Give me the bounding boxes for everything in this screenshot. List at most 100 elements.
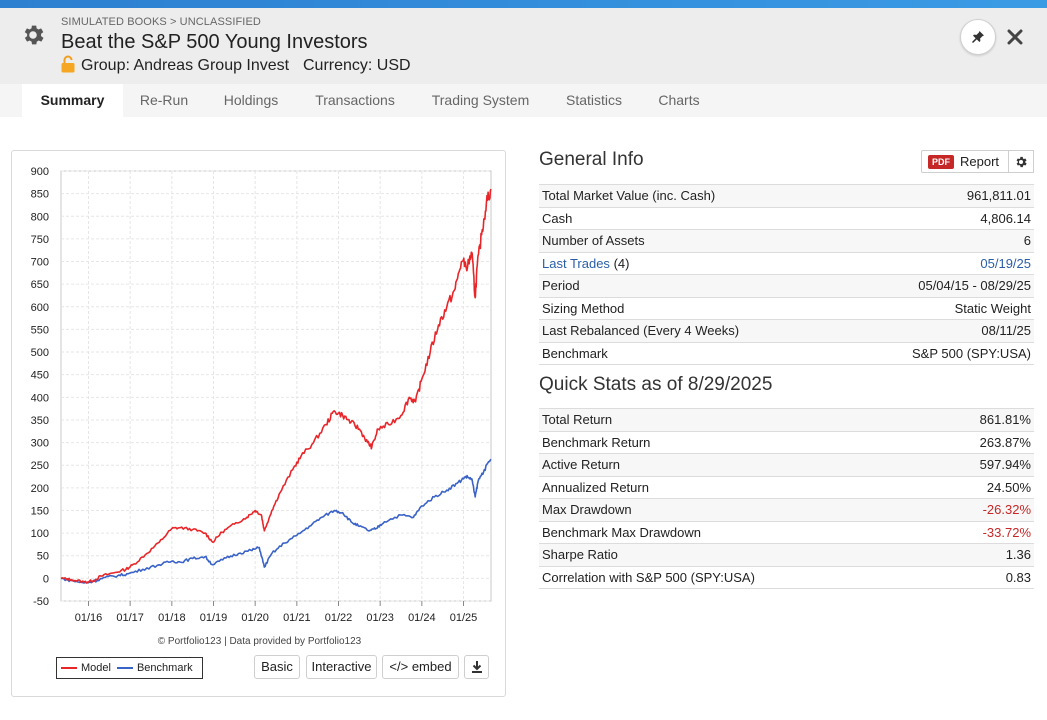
pin-button[interactable] <box>960 19 996 55</box>
y-tick-label: 200 <box>31 483 49 495</box>
breadcrumb[interactable]: SIMULATED BOOKS > UNCLASSIFIED <box>61 16 261 28</box>
row-label: Active Return <box>539 453 932 476</box>
legend-swatch-benchmark <box>116 667 133 669</box>
legend-label-benchmark: Benchmark <box>136 662 193 674</box>
y-tick-label: 300 <box>31 438 49 450</box>
series-line-model <box>60 188 492 584</box>
x-tick-label: 01/21 <box>283 612 311 624</box>
last-trades-link[interactable]: Last Trades <box>542 255 610 271</box>
chart-credit: © Portfolio123 | Data provided by Portfo… <box>157 636 362 647</box>
legend-item-benchmark[interactable]: Benchmark <box>116 662 193 674</box>
tab-bar: Summary Re-Run Holdings Transactions Tra… <box>0 84 1047 117</box>
plot-area <box>60 170 492 602</box>
general-info-table: Total Market Value (inc. Cash) 961,811.0… <box>539 184 1034 365</box>
y-tick-label: 250 <box>31 460 49 472</box>
series-line-benchmark <box>61 458 492 584</box>
basic-chart-button[interactable]: Basic <box>254 655 300 679</box>
y-tick-label: 900 <box>31 166 49 178</box>
y-tick-label: 550 <box>31 324 49 336</box>
legend-label-model: Model <box>81 662 111 674</box>
tab-trading-system[interactable]: Trading System <box>431 92 530 108</box>
table-row: Period 05/04/15 - 08/29/25 <box>539 274 1034 297</box>
interactive-chart-button[interactable]: Interactive <box>306 655 377 679</box>
tab-re-run[interactable]: Re-Run <box>139 92 189 108</box>
row-label: Last Rebalanced (Every 4 Weeks) <box>539 319 846 342</box>
row-value: Static Weight <box>845 296 1034 320</box>
row-value: 1.36 <box>931 543 1034 566</box>
chart-legend: Model Benchmark <box>56 657 203 679</box>
table-row: Cash 4,806.14 <box>539 206 1034 230</box>
row-value: -33.72% <box>931 520 1034 544</box>
last-trades-date-link[interactable]: 05/19/25 <box>845 251 1034 275</box>
row-value: 597.94% <box>931 453 1034 476</box>
x-tick-label: 01/19 <box>200 612 228 624</box>
row-label: Benchmark Max Drawdown <box>539 520 932 544</box>
x-tick-label: 01/24 <box>408 612 436 624</box>
close-button[interactable] <box>1004 26 1026 48</box>
row-value: 6 <box>845 229 1034 252</box>
gear-icon <box>1016 156 1027 167</box>
row-value: 05/04/15 - 08/29/25 <box>845 274 1034 297</box>
y-tick-label: -50 <box>33 596 49 608</box>
row-value: 263.87% <box>931 430 1034 454</box>
download-button[interactable] <box>464 655 489 679</box>
performance-chart[interactable]: 9008508007507006506005505004504003503002… <box>12 151 507 631</box>
y-tick-label: 650 <box>31 279 49 291</box>
close-icon <box>1007 29 1023 45</box>
table-row: Max Drawdown -26.32% <box>539 498 1034 521</box>
table-row: Benchmark S&P 500 (SPY:USA) <box>539 341 1034 365</box>
gear-icon[interactable] <box>20 22 46 48</box>
y-tick-label: 600 <box>31 302 49 314</box>
report-label: Report <box>960 154 1000 169</box>
table-row: Sizing Method Static Weight <box>539 296 1034 320</box>
group-label: Group: Andreas Group Invest <box>81 57 290 74</box>
tab-summary[interactable]: Summary <box>22 84 123 117</box>
pdf-report-button[interactable]: PDF Report <box>921 150 1009 173</box>
page-title: Beat the S&P 500 Young Investors <box>61 31 368 53</box>
last-trades-count: (4) <box>613 255 630 271</box>
table-row: Sharpe Ratio 1.36 <box>539 543 1034 566</box>
table-row: Total Return 861.81% <box>539 408 1034 431</box>
x-tick-label: 01/25 <box>450 612 478 624</box>
currency-label: Currency: USD <box>303 57 411 74</box>
table-row: Correlation with S&P 500 (SPY:USA) 0.83 <box>539 565 1034 589</box>
general-info-title: General Info <box>539 149 644 170</box>
y-tick-label: 850 <box>31 189 49 201</box>
y-tick-label: 100 <box>31 528 49 540</box>
legend-item-model[interactable]: Model <box>61 662 111 674</box>
row-value: 4,806.14 <box>845 206 1034 230</box>
row-label: Max Drawdown <box>539 498 932 521</box>
quick-stats-title: Quick Stats as of 8/29/2025 <box>539 374 773 395</box>
x-tick-label: 01/23 <box>366 612 394 624</box>
embed-button[interactable]: </> embed <box>382 655 459 679</box>
table-row: Last Trades (4) 05/19/25 <box>539 251 1034 275</box>
report-settings-button[interactable] <box>1008 150 1034 173</box>
legend-swatch-model <box>61 667 77 669</box>
table-row: Last Rebalanced (Every 4 Weeks) 08/11/25 <box>539 319 1034 342</box>
y-tick-label: 700 <box>31 257 49 269</box>
x-tick-label: 01/17 <box>116 612 144 624</box>
row-label: Sharpe Ratio <box>539 543 932 566</box>
tab-holdings[interactable]: Holdings <box>223 92 279 108</box>
top-accent-bar <box>0 0 1047 8</box>
y-tick-label: 50 <box>37 551 49 563</box>
row-value: -26.32% <box>931 498 1034 521</box>
row-value: 08/11/25 <box>845 319 1034 342</box>
row-label: Correlation with S&P 500 (SPY:USA) <box>539 565 932 589</box>
pin-icon <box>972 31 984 43</box>
row-value: 0.83 <box>931 565 1034 589</box>
pdf-badge: PDF <box>928 154 954 169</box>
tab-statistics[interactable]: Statistics <box>565 92 622 108</box>
header: SIMULATED BOOKS > UNCLASSIFIED Beat the … <box>0 8 1047 84</box>
y-tick-label: 350 <box>31 415 49 427</box>
table-row: Benchmark Return 263.87% <box>539 430 1034 454</box>
tab-transactions[interactable]: Transactions <box>315 92 395 108</box>
performance-chart-panel: 900 850 800 750 700 650 600 550 500 450 400 350 300 2… <box>11 150 506 697</box>
table-row: Number of Assets 6 <box>539 229 1034 252</box>
row-value: 24.50% <box>931 475 1034 499</box>
tab-charts[interactable]: Charts <box>658 92 700 108</box>
row-label: Cash <box>539 206 846 230</box>
row-label-cell: Last Trades (4) <box>539 251 846 275</box>
x-tick-label: 01/20 <box>241 612 269 624</box>
